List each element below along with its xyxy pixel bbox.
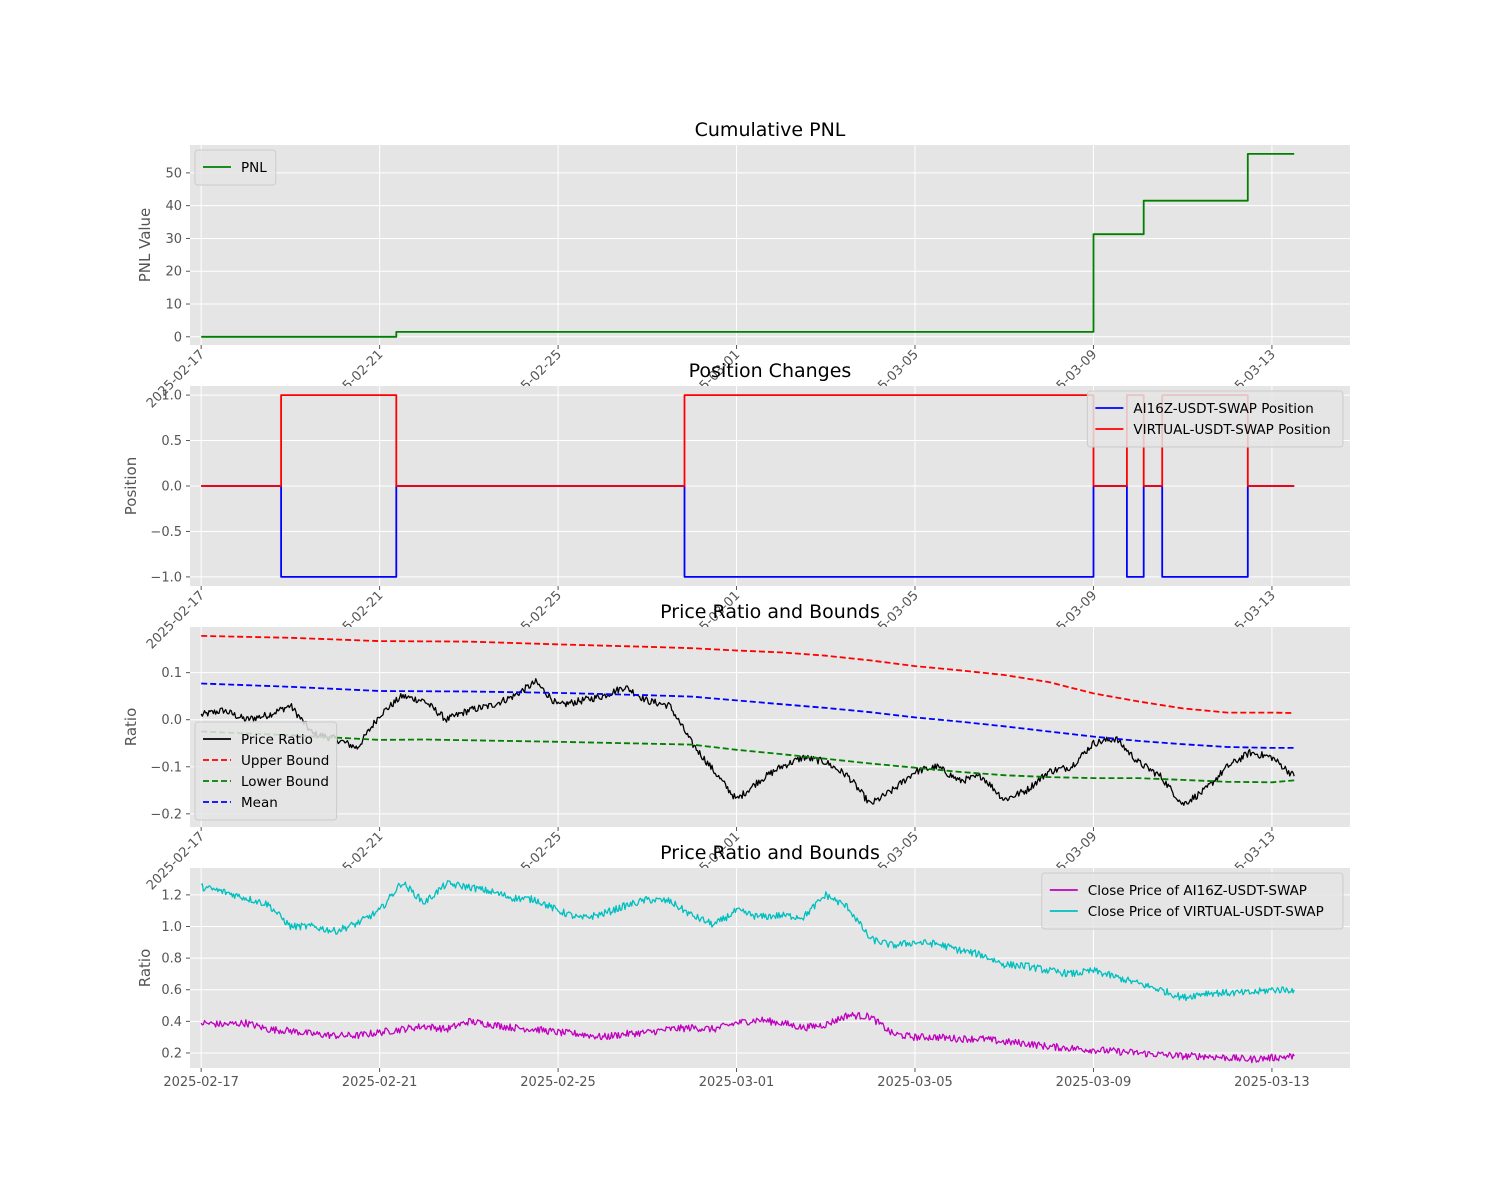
y-tick-label: 0 bbox=[174, 330, 182, 345]
y-axis-label: Position bbox=[122, 457, 140, 515]
legend-label: Mean bbox=[241, 795, 278, 811]
series-line-2 bbox=[200, 880, 1295, 1002]
y-tick-label: −0.1 bbox=[150, 760, 182, 775]
series-line-3 bbox=[201, 730, 1295, 784]
x-tick-label: 2025-03-05 bbox=[877, 1075, 953, 1090]
legend: PNL bbox=[194, 149, 277, 186]
series-line-1 bbox=[200, 1011, 1295, 1064]
chart-title: Cumulative PNL bbox=[695, 119, 846, 141]
legend-box bbox=[1086, 390, 1344, 448]
legend-label: Close Price of AI16Z-USDT-SWAP bbox=[1088, 883, 1307, 899]
y-tick-label: 50 bbox=[165, 166, 182, 181]
chart-title: Price Ratio and Bounds bbox=[660, 601, 880, 623]
chart-title: Price Ratio and Bounds bbox=[660, 842, 880, 864]
legend-box bbox=[1041, 872, 1344, 930]
legend-label: Lower Bound bbox=[241, 774, 329, 790]
legend-label: VIRTUAL-USDT-SWAP Position bbox=[1133, 422, 1330, 438]
y-tick-label: 10 bbox=[165, 298, 182, 313]
y-tick-label: −0.2 bbox=[150, 807, 182, 822]
legend-label: Price Ratio bbox=[241, 732, 313, 748]
y-tick-label: 1.0 bbox=[161, 389, 182, 404]
y-tick-label: 0.2 bbox=[161, 1046, 182, 1061]
plot-area bbox=[190, 627, 1350, 827]
series-line-1 bbox=[200, 678, 1295, 806]
y-axis-label: Ratio bbox=[122, 708, 140, 747]
legend-label: Upper Bound bbox=[241, 753, 329, 769]
x-tick-label: 2025-02-25 bbox=[520, 1075, 596, 1090]
legend: Price Ratio Upper Bound Lower Bound Mean bbox=[194, 721, 338, 821]
y-tick-label: 40 bbox=[165, 199, 182, 214]
y-tick-label: −0.5 bbox=[150, 525, 182, 540]
y-tick-label: 0.1 bbox=[161, 666, 182, 681]
y-tick-label: 1.2 bbox=[161, 888, 182, 903]
legend-box bbox=[194, 721, 338, 821]
chart-panel-4: 0.2 0.4 0.6 0.8 1.0 1.2 2025-02-17 2025-02-21 20… bbox=[136, 842, 1350, 1090]
x-tick-label: 2025-03-13 bbox=[1234, 1075, 1310, 1090]
x-tick-label: 2025-02-21 bbox=[342, 1075, 418, 1090]
y-tick-label: 0.0 bbox=[161, 713, 182, 728]
y-axis-label: PNL Value bbox=[136, 208, 154, 283]
legend: AI16Z-USDT-SWAP Position VIRTUAL-USDT-SWA… bbox=[1086, 390, 1344, 448]
legend-label: PNL bbox=[241, 160, 267, 176]
x-tick-label: 2025-03-01 bbox=[699, 1075, 775, 1090]
series-line-4 bbox=[201, 682, 1295, 749]
y-axis-label: Ratio bbox=[136, 949, 154, 988]
plot-area bbox=[190, 145, 1350, 345]
y-tick-label: 0.8 bbox=[161, 952, 182, 967]
y-tick-label: 30 bbox=[165, 232, 182, 247]
legend-box bbox=[194, 149, 277, 186]
x-tick-label: 2025-03-09 bbox=[1056, 1075, 1132, 1090]
x-tick-label: 2025-02-17 bbox=[163, 1075, 239, 1090]
y-tick-label: 0.0 bbox=[161, 480, 182, 495]
y-tick-label: 0.5 bbox=[161, 434, 182, 449]
legend-label: AI16Z-USDT-SWAP Position bbox=[1133, 401, 1313, 417]
y-tick-label: 1.0 bbox=[161, 920, 182, 935]
series-line-2 bbox=[201, 635, 1295, 714]
series-line-1 bbox=[201, 153, 1295, 338]
chart-title: Position Changes bbox=[689, 360, 852, 382]
y-tick-label: 0.6 bbox=[161, 983, 182, 998]
legend-label: Close Price of VIRTUAL-USDT-SWAP bbox=[1088, 904, 1324, 920]
legend: Close Price of AI16Z-USDT-SWAP Close Pric… bbox=[1041, 872, 1344, 930]
y-tick-label: 20 bbox=[165, 265, 182, 280]
y-tick-label: 0.4 bbox=[161, 1015, 182, 1030]
y-tick-label: −1.0 bbox=[150, 570, 182, 585]
